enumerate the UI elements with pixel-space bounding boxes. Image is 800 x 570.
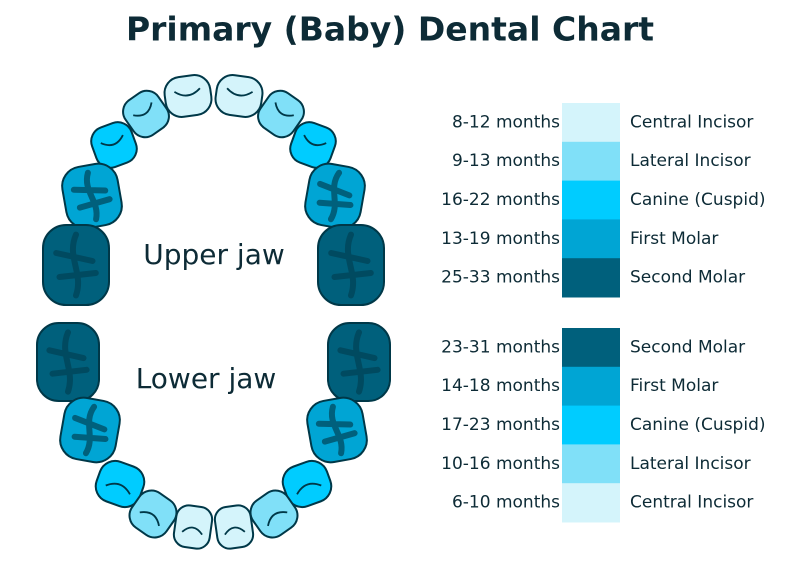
swatch	[562, 405, 620, 445]
ridge	[100, 134, 124, 146]
groove	[328, 231, 374, 299]
ridge	[181, 526, 203, 536]
groove	[315, 403, 358, 457]
groove	[71, 403, 109, 457]
age: 9-13 months	[452, 151, 560, 171]
tooth-name: Lateral Incisor	[630, 151, 751, 171]
swatch	[562, 444, 620, 484]
tooth	[304, 162, 366, 230]
age: 17-23 months	[441, 415, 560, 435]
ridge	[267, 511, 288, 527]
ridge	[303, 134, 327, 146]
age: 13-19 months	[441, 229, 560, 249]
tooth	[213, 504, 255, 550]
title: Primary (Baby) Dental Chart	[126, 10, 654, 49]
swatch	[562, 103, 620, 143]
tooth-name: Canine (Cuspid)	[630, 415, 766, 435]
tooth	[122, 89, 170, 139]
age: 25-33 months	[441, 268, 560, 288]
tooth-name: Central Incisor	[630, 112, 753, 132]
swatch	[562, 180, 620, 220]
swatch	[562, 219, 620, 259]
groove	[53, 231, 99, 299]
tooth	[59, 396, 121, 464]
ridge	[226, 87, 254, 97]
swatch	[562, 141, 620, 182]
tooth	[249, 489, 299, 539]
tooth	[90, 121, 138, 169]
age: 14-18 months	[441, 376, 560, 396]
tooth	[163, 74, 213, 118]
ridge	[224, 526, 246, 536]
tooth-name: First Molar	[630, 229, 718, 249]
groove	[337, 329, 381, 395]
tooth-name: Canine (Cuspid)	[630, 190, 766, 210]
tooth	[172, 504, 214, 550]
tooth	[214, 74, 264, 118]
swatch	[562, 483, 620, 523]
jaw-label: Lower jaw	[136, 362, 277, 395]
ridge	[296, 482, 322, 495]
legend: 8-12 months Central Incisor 9-13 months Lat…	[441, 103, 766, 523]
ridge	[139, 511, 160, 527]
jaw-label: Upper jaw	[143, 238, 285, 271]
ridge	[133, 102, 153, 117]
tooth	[317, 224, 385, 306]
tooth	[61, 162, 123, 230]
ridge	[274, 102, 294, 117]
tooth-name: Second Molar	[630, 268, 745, 288]
tooth	[289, 121, 337, 169]
tooth-name: Second Molar	[630, 337, 745, 357]
age: 8-12 months	[452, 112, 560, 132]
ridge	[173, 87, 201, 97]
swatch	[562, 328, 620, 368]
tooth	[281, 459, 333, 509]
ridge	[105, 482, 131, 495]
swatch	[562, 366, 620, 407]
swatch	[562, 258, 620, 298]
groove	[316, 169, 354, 223]
tooth-name: First Molar	[630, 376, 718, 396]
age: 10-16 months	[441, 454, 560, 474]
tooth	[327, 322, 391, 402]
tooth	[257, 89, 305, 139]
tooth	[128, 489, 178, 539]
tooth	[36, 322, 100, 402]
groove	[70, 169, 113, 223]
age: 16-22 months	[441, 190, 560, 210]
teeth	[36, 74, 391, 550]
tooth	[306, 396, 368, 464]
groove	[46, 329, 90, 395]
tooth	[42, 224, 110, 306]
tooth-name: Central Incisor	[630, 493, 753, 513]
age: 23-31 months	[441, 337, 560, 357]
age: 6-10 months	[452, 493, 560, 513]
tooth-name: Lateral Incisor	[630, 454, 751, 474]
tooth	[94, 459, 146, 509]
